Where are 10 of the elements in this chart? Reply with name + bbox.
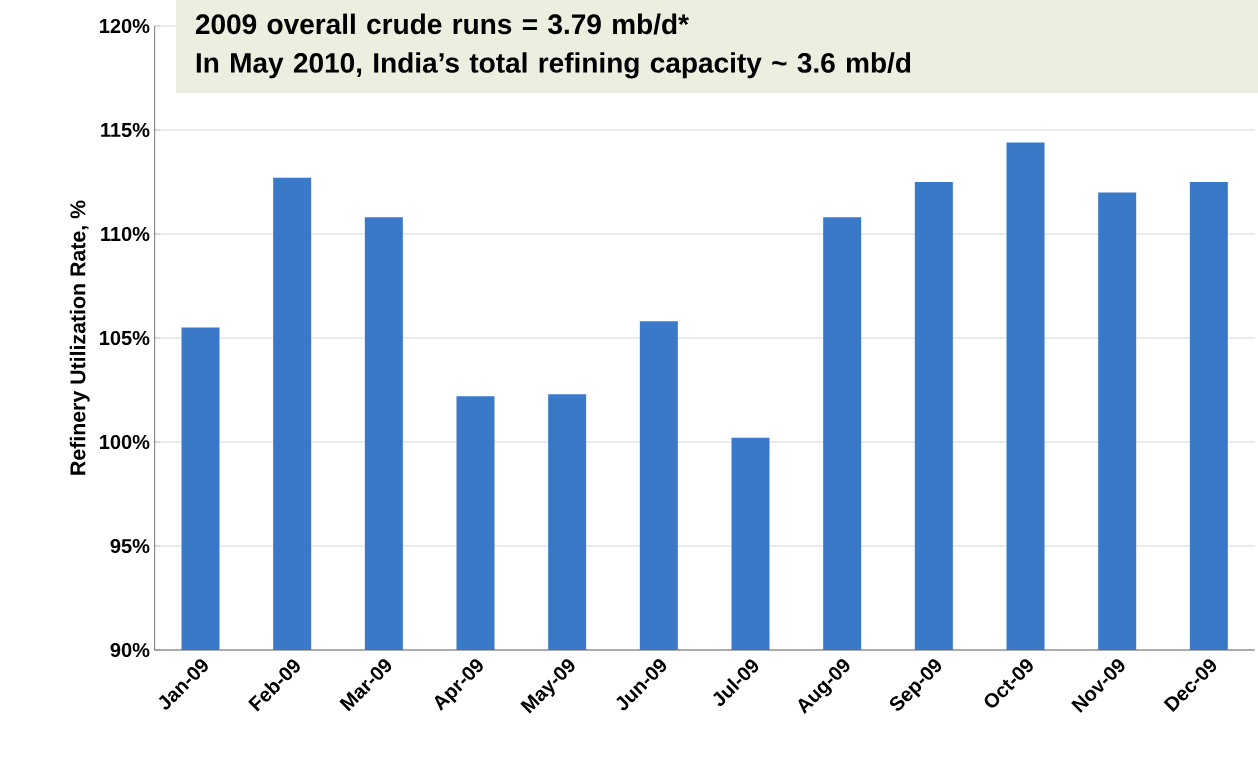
y-tick-label: 90% — [110, 642, 150, 658]
y-tick-label: 120% — [100, 18, 150, 34]
y-tick-label: 95% — [110, 538, 150, 554]
y-axis-title: Refinery Utilization Rate, % — [69, 200, 90, 475]
annotation: In May 2010, India’s total refining capacity ~ 3.6 mb/d — [196, 52, 911, 79]
y-tick-label: 100% — [100, 434, 150, 450]
annotation: 2009 overall crude runs = 3.79 mb/d* — [195, 13, 689, 35]
y-tick-label: 110% — [101, 226, 150, 242]
y-tick-label: 115% — [101, 122, 150, 138]
y-tick-label: 105% — [100, 330, 150, 346]
